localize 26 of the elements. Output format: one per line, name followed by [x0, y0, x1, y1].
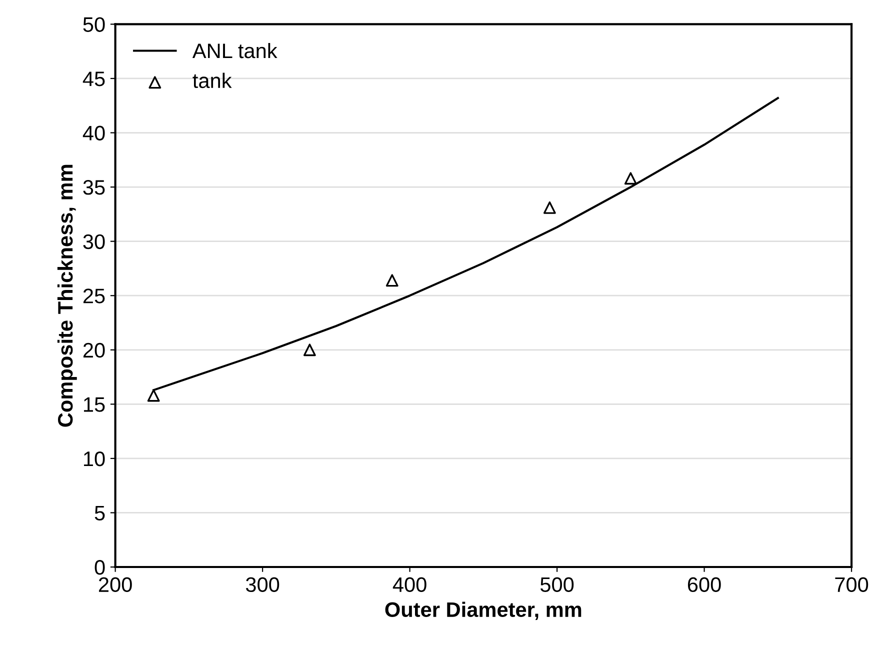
y-tick-label: 35 — [83, 180, 105, 195]
legend-label: tank — [192, 72, 232, 88]
y-tick-label: 50 — [83, 17, 105, 32]
point — [543, 201, 556, 214]
x-tick-label: 600 — [688, 577, 721, 592]
y-tick-label: 15 — [84, 397, 105, 412]
x-tick-label: 200 — [98, 577, 132, 592]
y-tick-label: 45 — [82, 72, 105, 86]
y-tick-label: 10 — [84, 451, 105, 466]
point — [624, 172, 637, 185]
y-tick-label: 40 — [82, 126, 105, 141]
x-axis-title: Outer Diameter, mm — [385, 602, 582, 620]
y-tick-label: 5 — [94, 506, 105, 520]
legend-label: ANL tank — [192, 42, 278, 58]
y-tick-label: 20 — [83, 342, 105, 358]
point — [147, 389, 160, 402]
point — [386, 274, 398, 287]
x-tick-label: 300 — [246, 577, 280, 592]
y-tick-label: 30 — [83, 234, 105, 250]
y-tick-label: 25 — [83, 288, 105, 304]
x-tick-label: 400 — [392, 577, 426, 592]
y-axis-title: Composite Thickness, mm — [57, 164, 77, 427]
point — [303, 344, 316, 356]
x-tick-label: 700 — [835, 577, 868, 592]
y-tick-label: 0 — [94, 560, 105, 575]
x-tick-label: 500 — [540, 577, 574, 592]
